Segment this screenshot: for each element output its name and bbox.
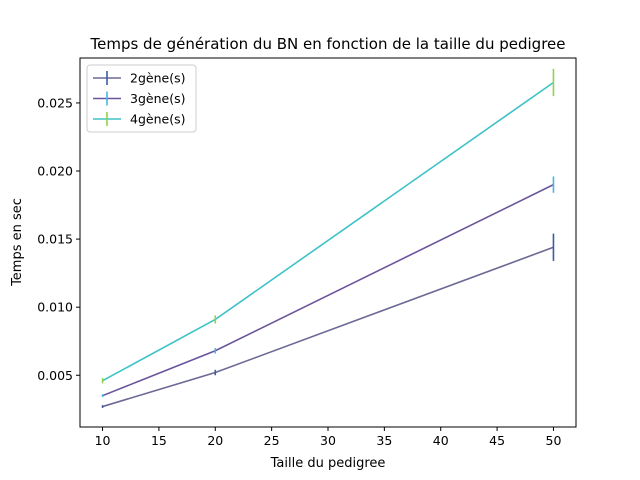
- y-tick-label: 0.025: [37, 95, 73, 110]
- legend-label: 3gène(s): [130, 91, 185, 106]
- x-tick-label: 10: [95, 433, 111, 448]
- legend-box: [86, 64, 197, 133]
- legend: 2gène(s) 3gène(s) 4gène(s): [86, 64, 197, 133]
- series-layer: [101, 68, 555, 408]
- y-tick-label: 0.005: [37, 368, 73, 383]
- y-axis: 0.005 0.010 0.015 0.020 0.025: [37, 95, 80, 383]
- y-tick-label: 0.015: [37, 232, 73, 247]
- y-tick-label: 0.010: [37, 300, 73, 315]
- x-axis: 10 15 20 25 30 35 40 45 50: [95, 427, 562, 448]
- x-tick-label: 20: [207, 433, 223, 448]
- x-tick-label: 15: [151, 433, 167, 448]
- legend-label: 2gène(s): [130, 71, 185, 86]
- y-tick-label: 0.020: [37, 164, 73, 179]
- y-axis-label: Temps en sec: [10, 198, 25, 287]
- x-axis-label: Taille du pedigree: [270, 456, 386, 471]
- x-tick-label: 30: [320, 433, 336, 448]
- x-tick-label: 35: [376, 433, 392, 448]
- x-tick-label: 45: [489, 433, 505, 448]
- x-tick-label: 40: [433, 433, 449, 448]
- x-tick-label: 50: [546, 433, 562, 448]
- chart-title: Temps de génération du BN en fonction de…: [90, 35, 566, 53]
- legend-label: 4gène(s): [130, 112, 185, 127]
- x-tick-label: 25: [264, 433, 280, 448]
